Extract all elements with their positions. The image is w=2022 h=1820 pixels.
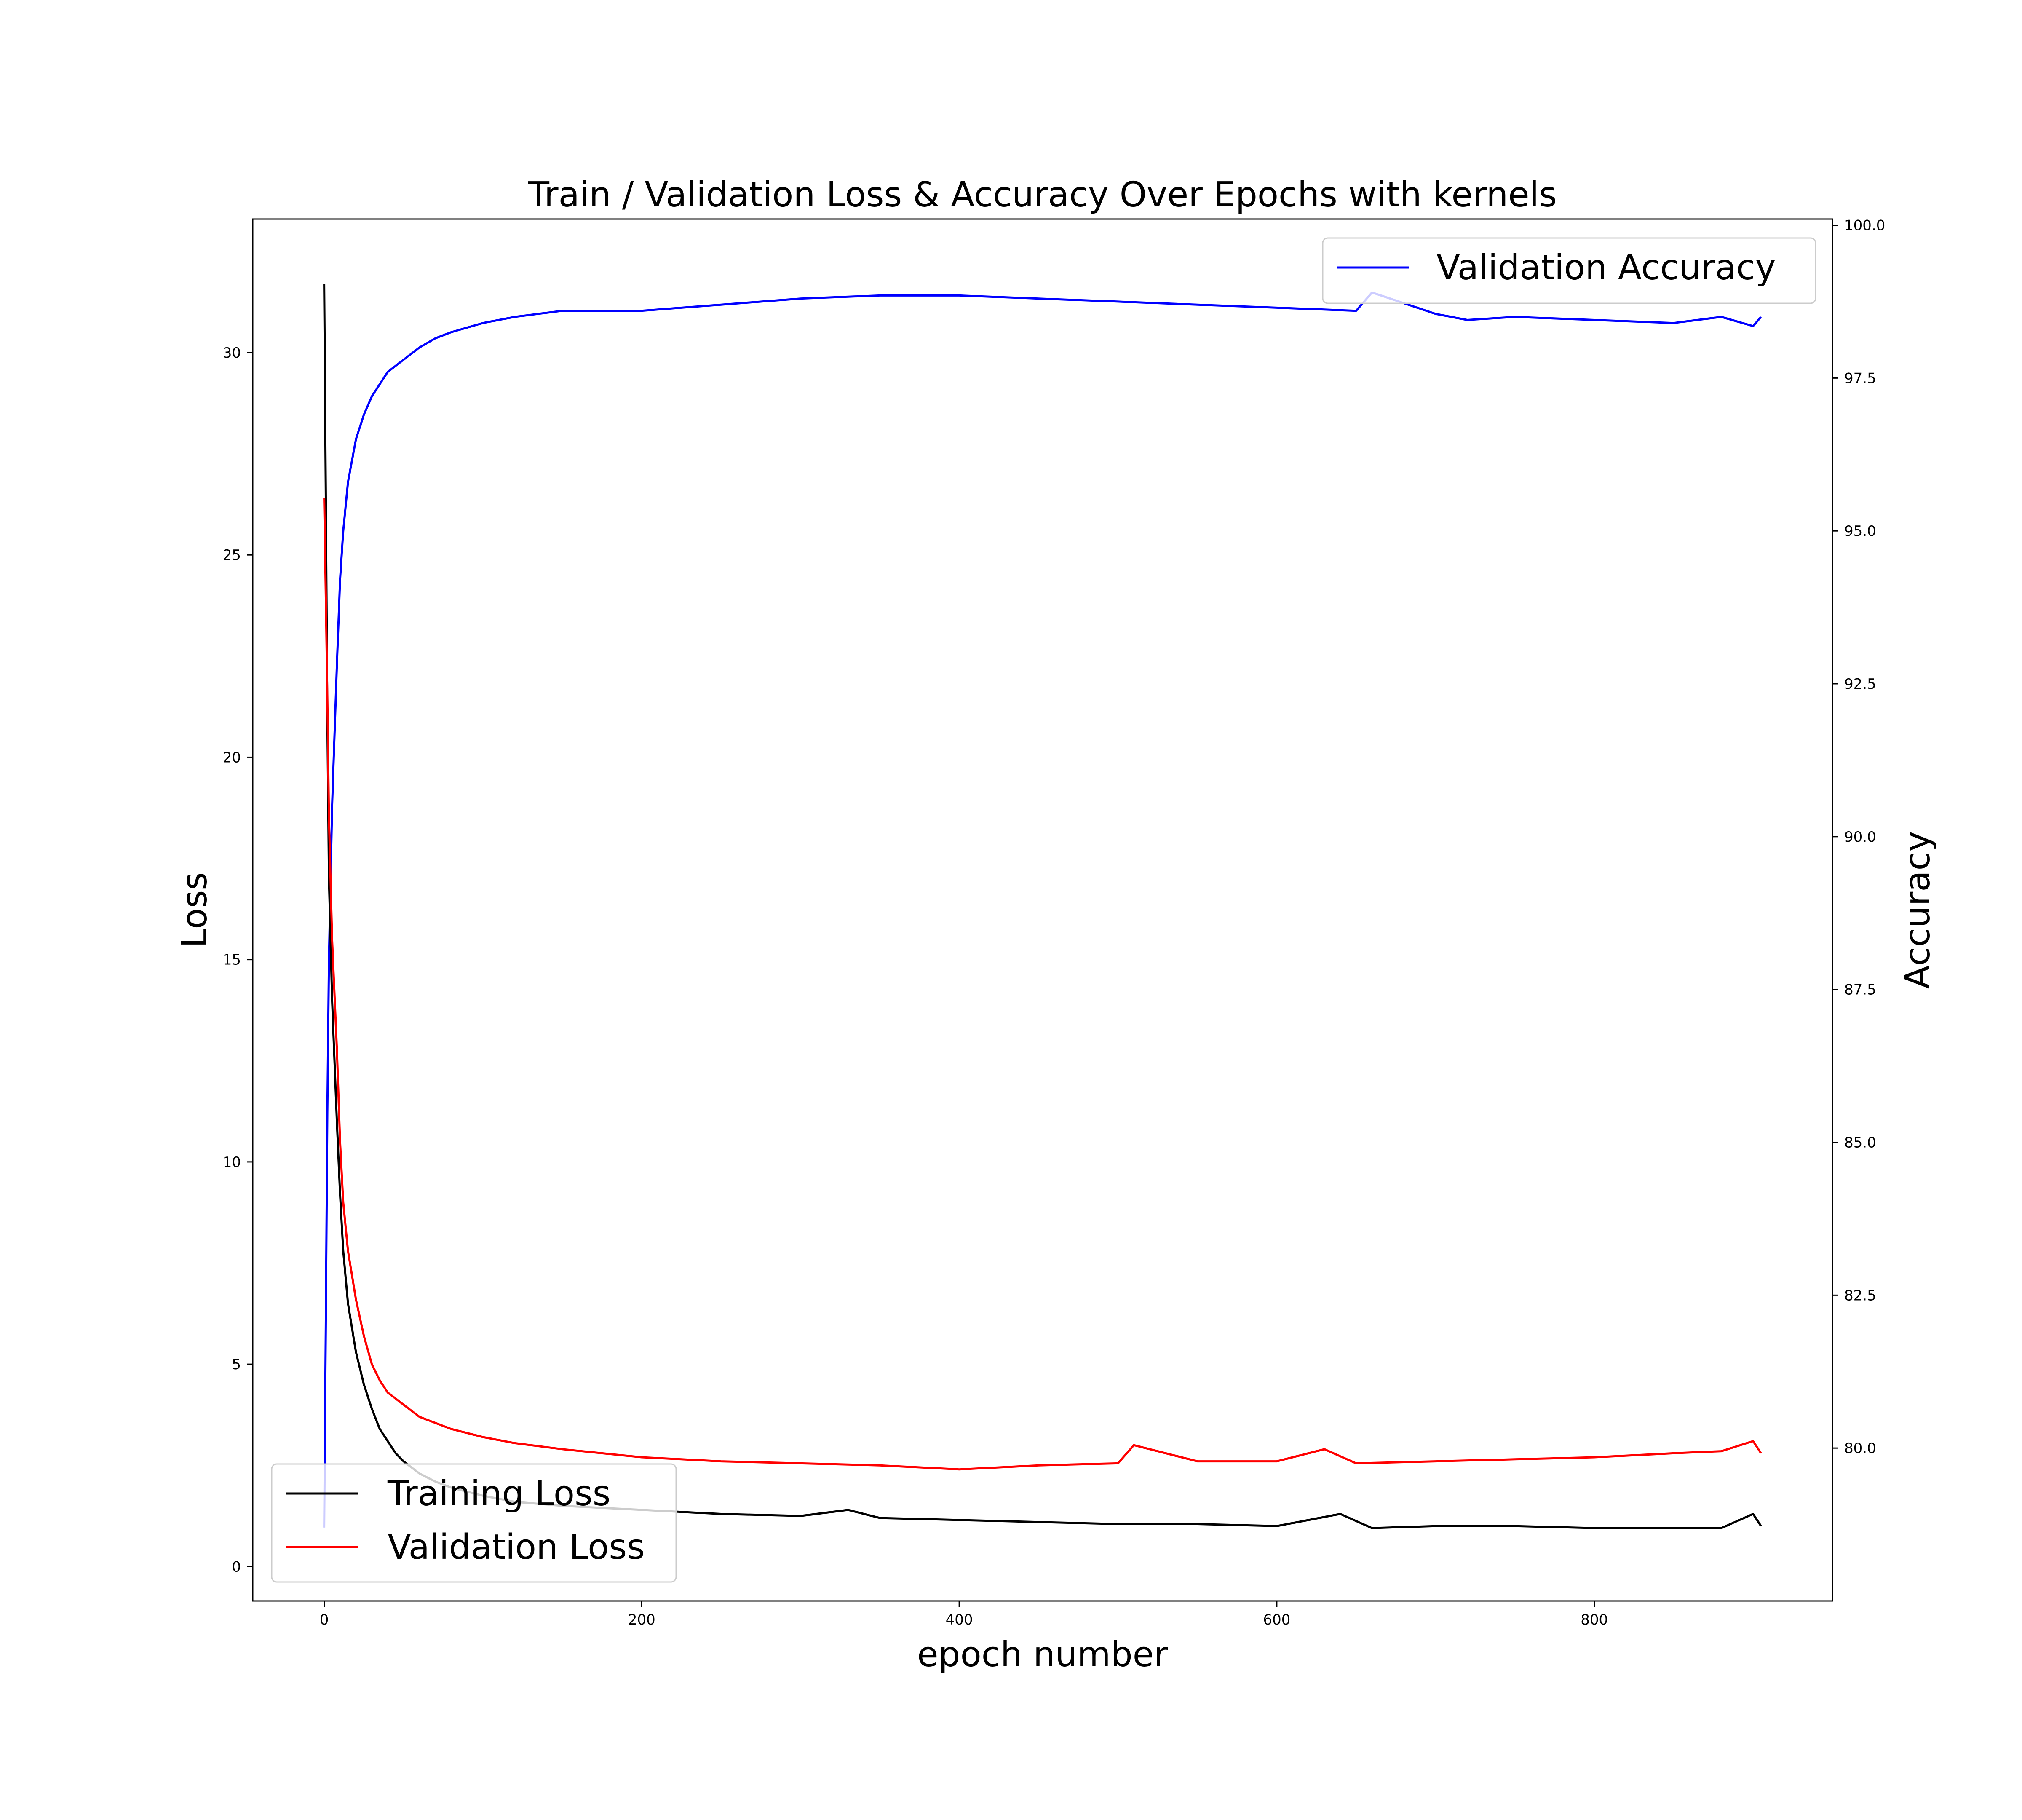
y2-tick-label: 82.5 [1844, 1287, 1876, 1304]
y-tick-label: 20 [223, 749, 241, 766]
x-axis-label: epoch number [917, 1635, 1168, 1675]
y2-tick-label: 87.5 [1844, 982, 1876, 998]
legend-validation-loss-label: Validation Loss [388, 1527, 645, 1567]
y2-tick-label: 90.0 [1844, 829, 1876, 846]
x-axis: 0 200 400 600 800 [320, 1601, 1608, 1628]
x-tick-label: 0 [320, 1611, 329, 1628]
x-tick-label: 600 [1263, 1611, 1290, 1628]
plot-area-frame [252, 218, 1833, 1602]
y-tick-label: 10 [223, 1154, 241, 1171]
x-tick-label: 200 [628, 1611, 655, 1628]
y-tick-label: 5 [232, 1356, 241, 1373]
y-tick-label: 0 [232, 1558, 241, 1575]
y2-tick-label: 100.0 [1844, 217, 1885, 234]
y-axis-left: 0 5 10 15 20 25 30 [223, 345, 253, 1575]
y2-tick-label: 85.0 [1844, 1135, 1876, 1151]
legend-accuracy-box [1322, 237, 1816, 304]
y-tick-label: 30 [223, 345, 241, 361]
y2-axis-label: Accuracy [1898, 831, 1938, 989]
y2-tick-label: 92.5 [1844, 676, 1876, 693]
legend-loss: Training Loss Validation Loss [271, 1463, 677, 1583]
validation-loss-line [323, 498, 1762, 1471]
x-tick-label: 800 [1581, 1611, 1608, 1628]
legend-accuracy: Validation Accuracy [1322, 237, 1816, 304]
y-tick-label: 25 [223, 547, 241, 564]
y2-tick-label: 95.0 [1844, 523, 1876, 540]
x-tick-label: 400 [946, 1611, 973, 1628]
validation-accuracy-line [323, 291, 1762, 1528]
legend-loss-box [271, 1463, 677, 1583]
y-tick-label: 15 [223, 952, 241, 969]
y2-tick-label: 97.5 [1844, 370, 1876, 387]
y-axis-right: 80.0 82.5 85.0 87.5 90.0 92.5 95.0 97.5 100.0 [1832, 217, 1885, 1457]
y-axis-label: Loss [175, 872, 215, 948]
y2-tick-label: 80.0 [1844, 1440, 1876, 1457]
legend-training-loss-label: Training Loss [387, 1474, 610, 1514]
chart-title: Train / Validation Loss & Accuracy Over … [528, 175, 1557, 215]
legend-accuracy-label: Validation Accuracy [1436, 248, 1776, 288]
